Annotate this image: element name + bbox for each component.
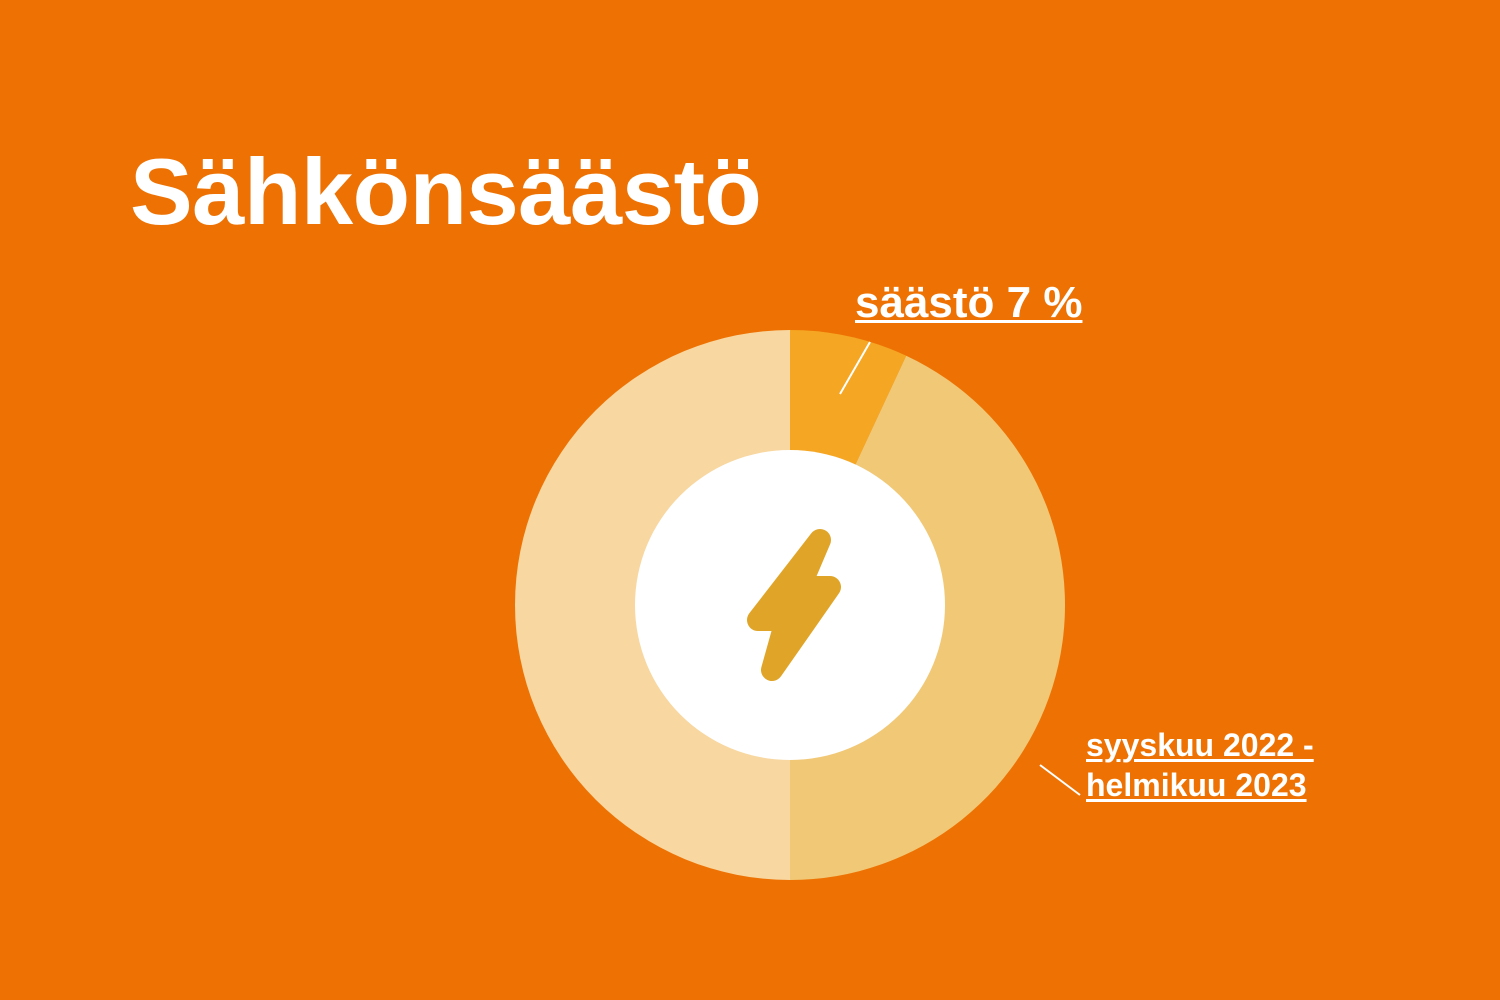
annotation-period-line1: syyskuu 2022 - (1086, 727, 1314, 763)
annotation-savings-text: säästö 7 % (855, 278, 1082, 327)
annotation-savings: säästö 7 % (855, 275, 1082, 330)
annotation-period-line2: helmikuu 2023 (1086, 767, 1307, 803)
page-title: Sähkönsäästö (130, 138, 761, 246)
pie-chart (515, 330, 1065, 880)
pie-svg (515, 330, 1065, 880)
annotation-period: syyskuu 2022 - helmikuu 2023 (1086, 725, 1314, 805)
